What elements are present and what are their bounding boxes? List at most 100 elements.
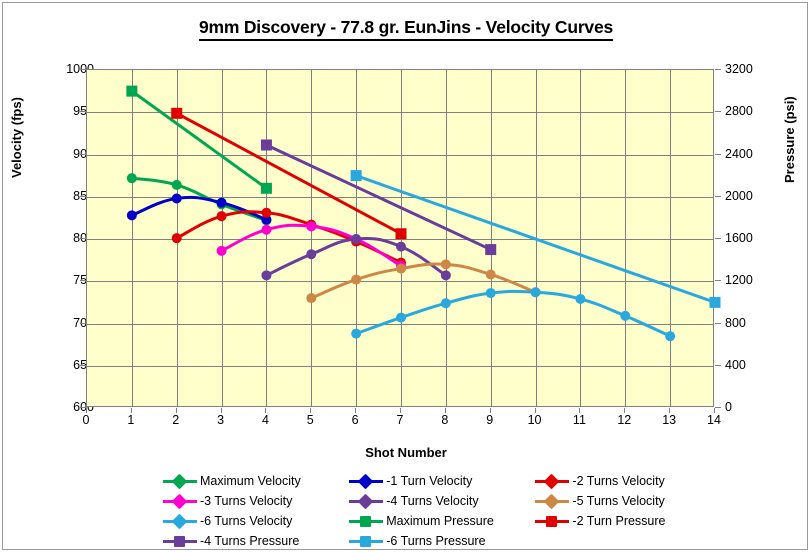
data-point-diamond (620, 310, 631, 321)
data-point-diamond (261, 224, 272, 235)
legend-key-icon (349, 493, 384, 510)
y-axis-right-tick-label: 2800 (725, 104, 753, 119)
legend-item-label: -3 Turns Velocity (200, 494, 293, 508)
data-point-square (485, 244, 497, 256)
series-6-turns-pressure (350, 170, 721, 308)
y-axis-right-tick-mark (715, 322, 721, 324)
series-line (175, 111, 403, 236)
gridline-vertical (445, 70, 447, 406)
data-point-diamond (440, 259, 451, 270)
gridline-horizontal (87, 112, 713, 114)
legend-item-4-turns-velocity[interactable]: -4 Turns Velocity (349, 491, 535, 511)
gridline-horizontal (87, 196, 713, 198)
legend-item-maximum-pressure[interactable]: Maximum Pressure (349, 511, 535, 531)
legend-key-icon (349, 514, 384, 528)
gridline-vertical (266, 70, 268, 406)
legend-key-icon (163, 513, 197, 530)
y-axis-left-tick-mark (80, 407, 86, 408)
series-line (264, 143, 493, 252)
y-axis-right-tick-label: 0 (725, 400, 732, 414)
series-line (354, 174, 717, 304)
legend-item-label: -2 Turn Pressure (572, 514, 666, 528)
legend-item-1-turn-velocity[interactable]: -1 Turn Velocity (349, 471, 535, 491)
y-axis-left-tick-mark (80, 111, 86, 113)
x-axis-tick-label: 14 (707, 413, 721, 427)
legend-item-label: -1 Turn Velocity (386, 474, 473, 488)
gridline-horizontal (87, 154, 713, 156)
y-axis-left-tick-mark (80, 364, 86, 366)
gridline-vertical (670, 70, 672, 406)
y-axis-left-tick-mark (80, 153, 86, 155)
data-point-diamond (306, 221, 317, 232)
series-6-turns-velocity (351, 287, 676, 342)
x-axis-tick-label: 11 (572, 413, 586, 427)
legend-item-6-turns-velocity[interactable]: -6 Turns Velocity (163, 511, 349, 531)
data-point-diamond (351, 328, 362, 339)
gridline-vertical (311, 70, 313, 406)
data-point-square (260, 182, 272, 194)
series-4-turns-pressure (260, 139, 497, 256)
series-line (130, 89, 268, 190)
legend-item-2-turns-velocity[interactable]: -2 Turns Velocity (535, 471, 703, 491)
data-point-diamond (351, 234, 362, 244)
x-axis-tick-mark (714, 408, 715, 413)
legend-item-5-turns-velocity[interactable]: -5 Turns Velocity (535, 491, 703, 511)
y-axis-left-tick-mark (80, 280, 86, 282)
y-axis-right-tick-label: 800 (725, 315, 746, 330)
x-axis-tick-label: 6 (351, 413, 359, 427)
x-axis-tick-mark (175, 408, 177, 413)
y-axis-right-tick-mark (715, 111, 721, 113)
data-point-diamond (216, 197, 227, 208)
data-point-diamond (440, 298, 451, 309)
series-line (130, 195, 268, 222)
data-point-diamond (485, 288, 496, 299)
series-line (130, 176, 268, 222)
gridline-vertical (221, 70, 223, 406)
x-axis-tick-label: 10 (527, 413, 542, 427)
legend-item-label: Maximum Velocity (200, 474, 301, 488)
legend-key-icon (349, 473, 384, 490)
y-axis-right-tick-mark (715, 280, 721, 282)
x-axis-tick-mark (130, 408, 132, 413)
legend-item-maximum-velocity[interactable]: Maximum Velocity (163, 471, 349, 491)
legend-row: -4 Turns Pressure -6 Turns Pressure (163, 531, 703, 551)
series-2-turn-pressure (171, 107, 407, 240)
legend-key-icon (349, 534, 384, 548)
data-point-diamond (530, 287, 541, 298)
x-axis-tick-mark (400, 408, 401, 413)
data-point-diamond (261, 270, 272, 281)
x-axis-tick-mark (579, 408, 581, 413)
x-axis-tick-label: 1 (127, 413, 135, 427)
gridline-horizontal (87, 323, 713, 325)
x-axis-tick-mark (265, 408, 267, 413)
legend-item-4-turns-pressure[interactable]: -4 Turns Pressure (163, 531, 349, 551)
x-axis-title: Shot Number (365, 445, 447, 460)
series-1-turn-velocity (126, 193, 272, 225)
y-axis-left-title: Velocity (fps) (9, 97, 24, 178)
plot-area (86, 69, 721, 407)
series-4-turns-velocity (261, 234, 451, 281)
legend-item-label: -4 Turns Pressure (200, 534, 300, 548)
data-point-diamond (575, 293, 586, 304)
y-axis-left-tick-mark (80, 322, 86, 324)
legend-key-icon (163, 534, 197, 548)
legend-item-label: Maximum Pressure (386, 514, 494, 528)
y-axis-right-tick-label: 3200 (725, 62, 753, 76)
legend-item-6-turns-pressure[interactable]: -6 Turns Pressure (349, 531, 535, 551)
data-point-diamond (306, 293, 317, 304)
x-axis-tick-mark (444, 408, 446, 413)
legend-row: -3 Turns Velocity -4 Turns Velocity -5 Tur… (163, 491, 703, 511)
x-axis-tick-label: 12 (617, 413, 632, 427)
x-axis-tick-label: 13 (662, 413, 677, 427)
data-point-square (126, 85, 138, 97)
legend-item-2-turn-pressure[interactable]: -2 Turn Pressure (535, 511, 703, 531)
legend-item-3-turns-velocity[interactable]: -3 Turns Velocity (163, 491, 349, 511)
series-maximum-pressure (126, 85, 272, 194)
chart-title: 9mm Discovery - 77.8 gr. EunJins - Veloc… (3, 17, 809, 41)
x-axis-tick-mark (669, 408, 671, 413)
legend-key-icon (163, 473, 197, 490)
gridline-horizontal (87, 281, 713, 283)
series-layer (126, 85, 721, 342)
data-point-square (709, 296, 721, 308)
